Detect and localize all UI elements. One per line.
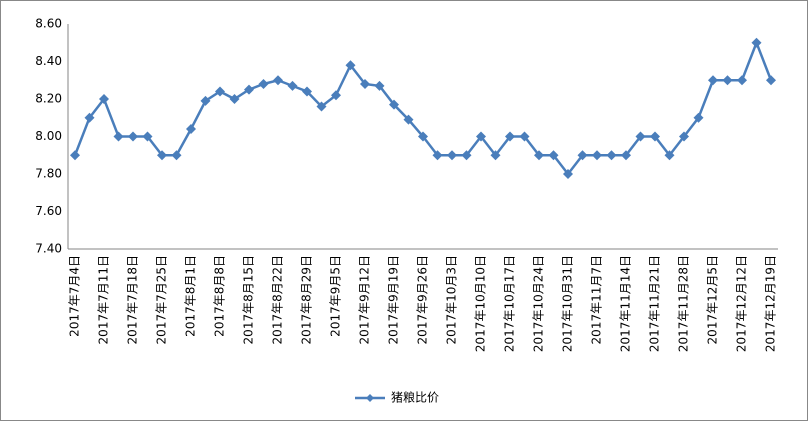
x-tick-label: 2017年9月26日 (416, 255, 430, 344)
data-point (389, 99, 399, 110)
x-tick-label: 2017年11月28日 (677, 255, 691, 352)
y-tick-label: 8.20 (35, 92, 62, 106)
data-point (345, 60, 356, 71)
data-point (99, 94, 109, 104)
data-point (418, 131, 428, 142)
x-tick-label: 2017年12月19日 (764, 255, 778, 352)
x-tick-label: 2017年11月14日 (619, 255, 633, 352)
data-point (273, 75, 283, 86)
x-tick-label: 2017年7月4日 (68, 255, 82, 337)
x-tick-label: 2017年7月25日 (155, 255, 169, 344)
x-tick-label: 2017年7月11日 (97, 255, 111, 344)
data-point (157, 150, 167, 161)
x-tick-label: 2017年9月12日 (358, 255, 372, 344)
data-point (258, 79, 269, 89)
legend-marker (366, 394, 374, 402)
data-point (70, 150, 80, 161)
y-tick-label: 8.00 (35, 129, 62, 143)
y-tick-label: 7.40 (35, 242, 62, 256)
data-point (229, 94, 240, 104)
x-tick-label: 2017年9月5日 (329, 255, 343, 337)
data-point (302, 86, 312, 97)
data-point (708, 75, 718, 86)
data-point (679, 131, 689, 142)
data-point (766, 75, 776, 86)
x-tick-label: 2017年10月10日 (474, 255, 488, 352)
data-point (316, 101, 327, 112)
data-point (287, 80, 298, 91)
x-tick-label: 2017年10月31日 (561, 255, 575, 352)
x-tick-label: 2017年12月12日 (735, 255, 749, 352)
x-tick-label: 2017年10月3日 (445, 255, 459, 344)
x-tick-label: 2017年9月19日 (387, 255, 401, 344)
x-tick-label: 2017年8月29日 (300, 255, 314, 344)
x-tick-label: 2017年12月5日 (706, 255, 720, 344)
data-point (432, 150, 443, 161)
data-point (360, 79, 370, 89)
x-tick-label: 2017年11月21日 (648, 255, 662, 352)
data-point (722, 75, 733, 86)
data-point (200, 95, 211, 106)
x-tick-label: 2017年8月22日 (271, 255, 285, 344)
y-tick-label: 7.60 (35, 204, 62, 218)
data-point (650, 131, 660, 142)
data-point (142, 131, 153, 142)
x-tick-label: 2017年10月24日 (532, 255, 546, 352)
x-tick-label: 2017年11月7日 (590, 255, 604, 344)
data-point (461, 150, 472, 161)
data-point (664, 150, 675, 161)
legend-label: 猪粮比价 (391, 390, 439, 405)
data-point (403, 114, 414, 125)
data-point (548, 150, 559, 161)
data-point (331, 90, 341, 101)
data-point (244, 84, 254, 95)
data-point (534, 150, 544, 161)
x-tick-label: 2017年8月1日 (184, 255, 198, 337)
data-point (84, 112, 95, 123)
data-point (563, 169, 573, 179)
data-point (171, 150, 182, 161)
y-tick-label: 7.80 (35, 167, 62, 181)
data-point (113, 131, 124, 142)
x-tick-label: 2017年7月18日 (126, 255, 140, 344)
data-point (128, 131, 138, 142)
data-point (374, 80, 385, 91)
x-tick-label: 2017年8月15日 (242, 255, 256, 344)
data-point (635, 131, 646, 142)
data-point (621, 150, 631, 161)
data-point (476, 131, 486, 142)
data-point (751, 37, 762, 48)
data-point (606, 150, 617, 161)
x-tick-label: 2017年10月17日 (503, 255, 517, 352)
y-tick-label: 8.40 (35, 54, 62, 68)
data-point (592, 150, 602, 161)
data-point (737, 75, 747, 86)
data-point (505, 131, 515, 142)
data-point (215, 86, 225, 97)
x-tick-label: 2017年8月8日 (213, 255, 227, 337)
y-tick-label: 8.60 (35, 17, 62, 31)
data-point (186, 124, 196, 134)
data-point (447, 150, 457, 161)
data-point (693, 112, 704, 123)
data-point (519, 131, 530, 142)
data-point (490, 150, 501, 161)
data-point (577, 150, 588, 161)
